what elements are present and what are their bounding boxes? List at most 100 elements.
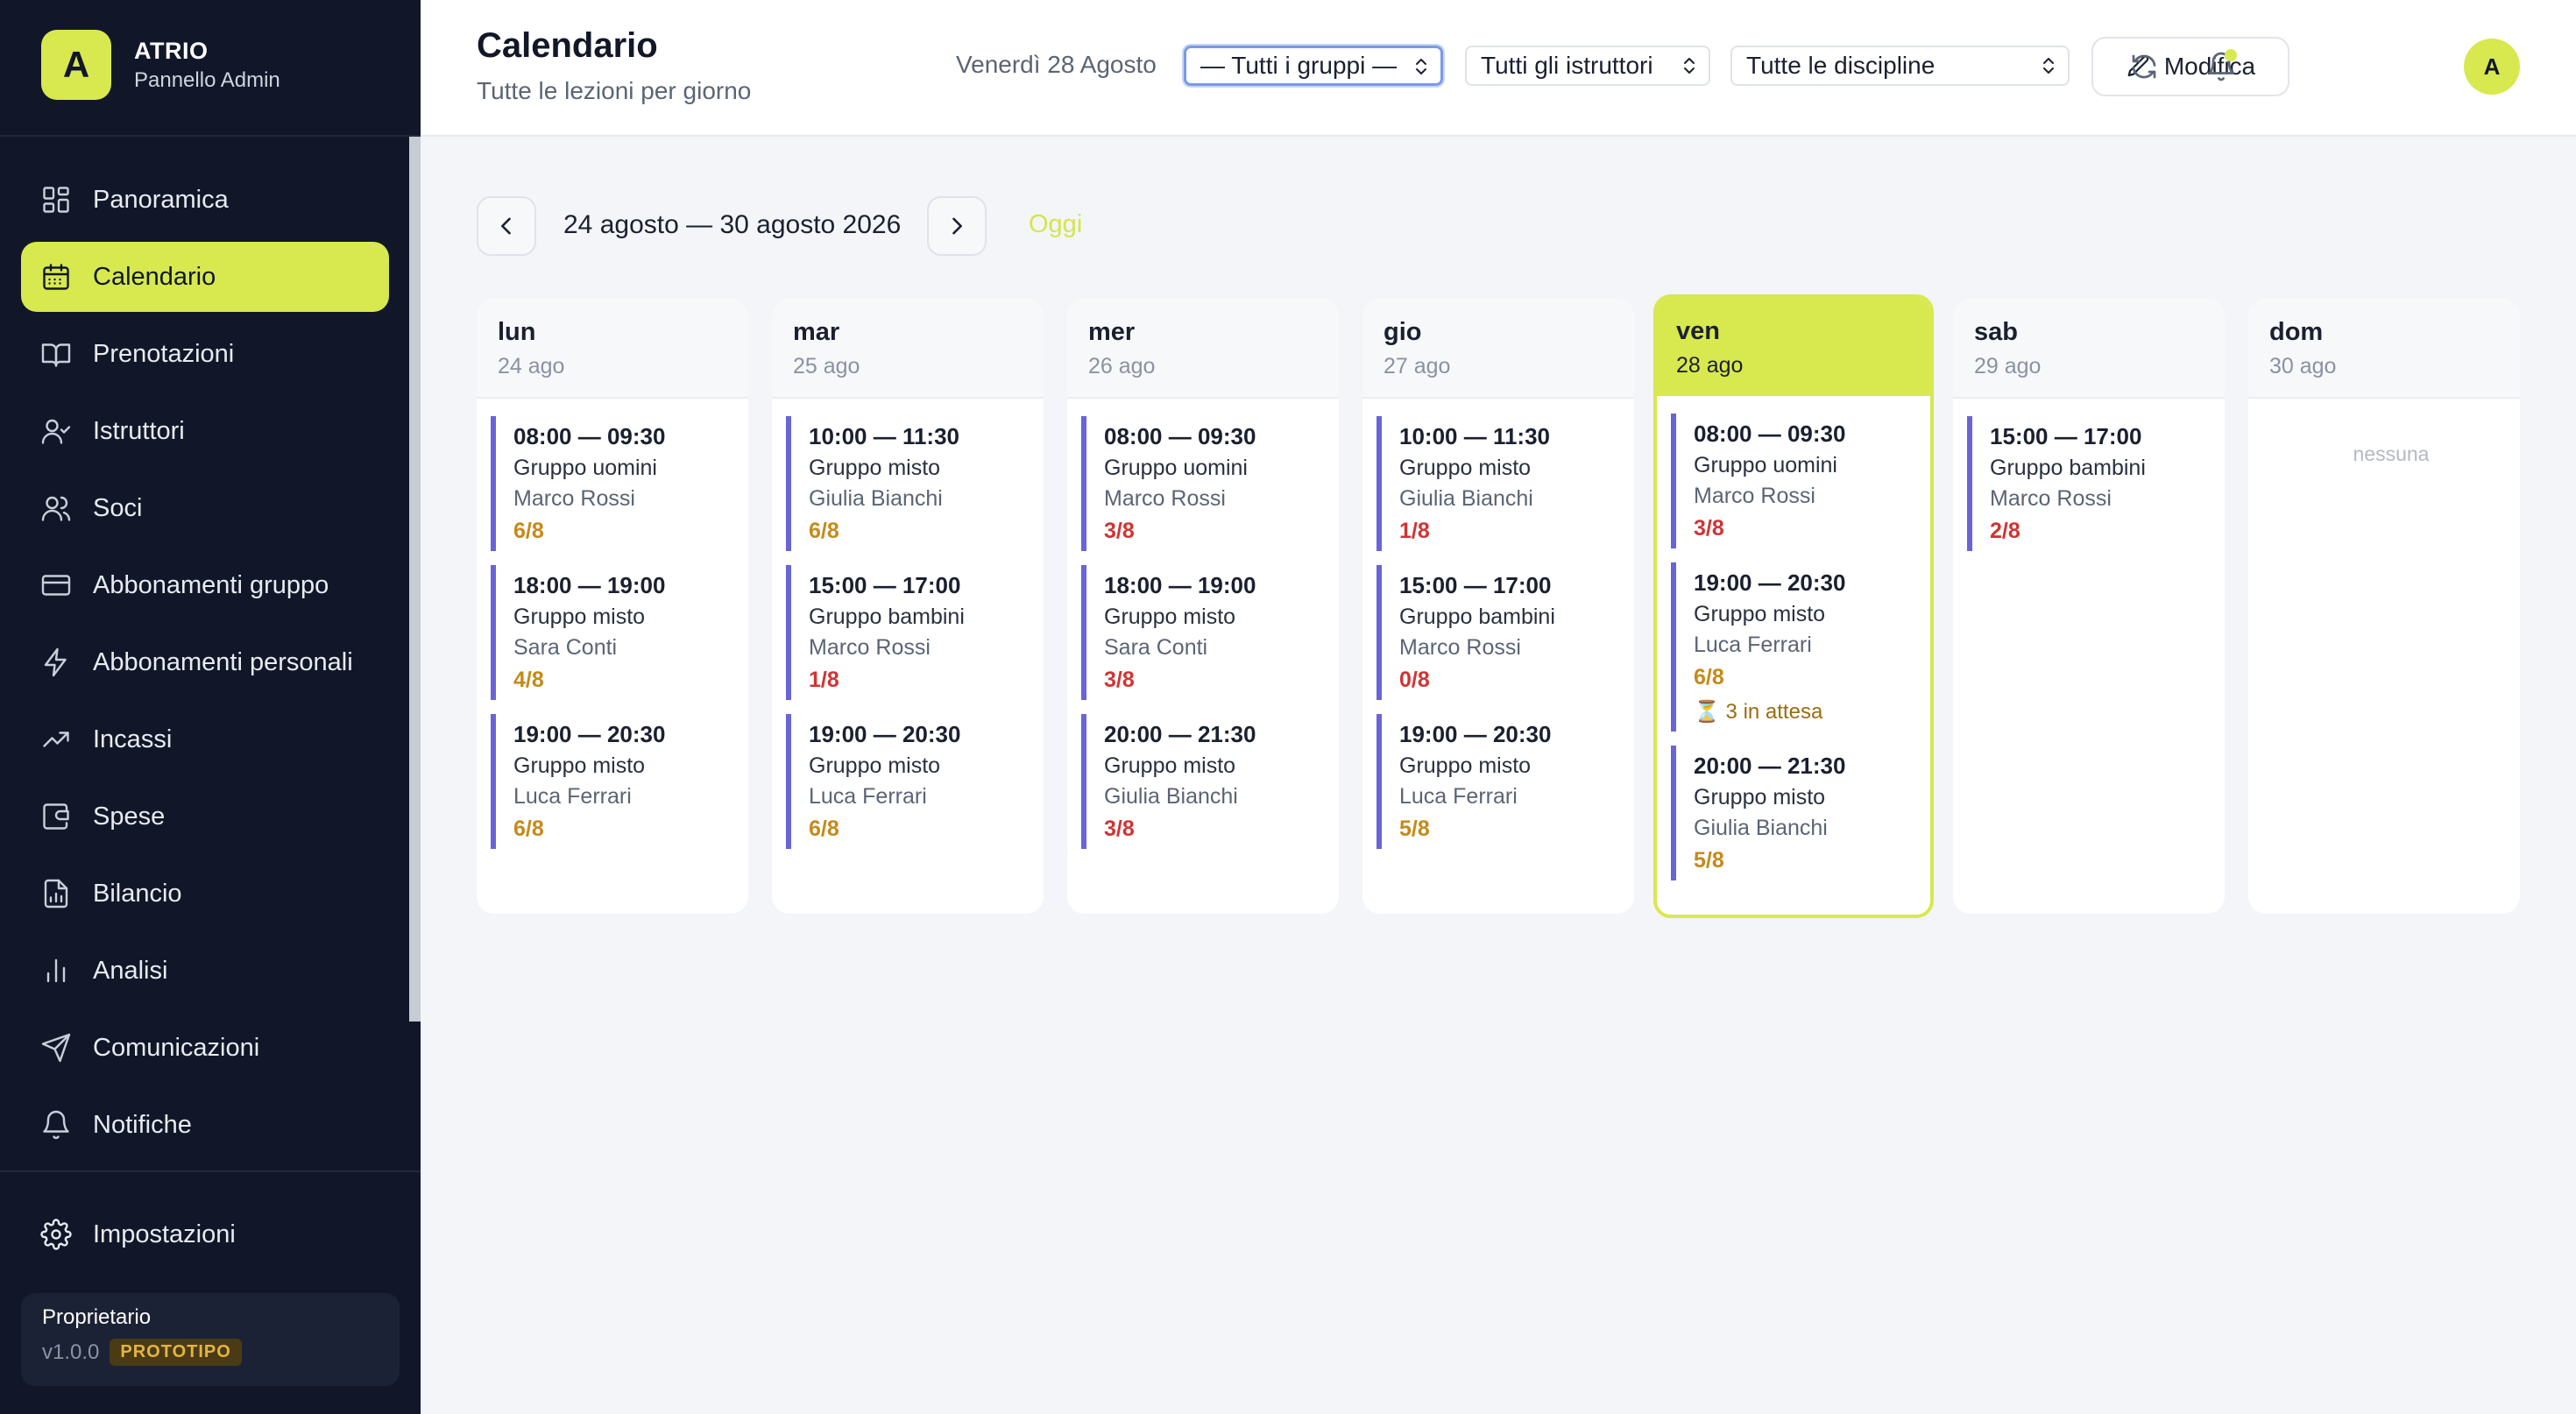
sidebar-item-label: Spese [93, 802, 166, 831]
sidebar-item-comunicazioni[interactable]: Comunicazioni [21, 1013, 389, 1083]
sidebar-item-label: Abbonamenti gruppo [93, 570, 329, 599]
day-column-dom: dom 30 ago nessuna [2248, 299, 2520, 914]
day-column-ven: ven 28 ago 08:00 — 09:30 Gruppo uomini Marco… [1653, 294, 1934, 918]
sidebar-item-label: Prenotazioni [93, 339, 235, 368]
send-icon [41, 1033, 71, 1063]
lesson-capacity: 5/8 [1694, 848, 1724, 873]
day-column-mar: mar 25 ago 10:00 — 11:30 Gruppo misto Giulia… [772, 299, 1044, 914]
prev-week-button[interactable] [477, 196, 536, 256]
current-date: Venerdì 28 Agosto [956, 51, 1157, 78]
sidebar-item-label: Panoramica [93, 185, 229, 214]
lesson-capacity: 3/8 [1104, 519, 1135, 543]
bar-chart-icon [46, 958, 66, 983]
edit-button[interactable]: Modifica [2091, 37, 2289, 96]
bell-icon [43, 1110, 69, 1140]
sidebar-item-label: Calendario [93, 262, 216, 291]
avatar[interactable]: A [2464, 39, 2520, 95]
lesson-instructor: Marco Rossi [1104, 486, 1226, 511]
trending-up-icon [43, 732, 69, 747]
day-date: 25 ago [793, 354, 860, 378]
discipline-filter-select[interactable]: Tutte le discipline [1730, 46, 2070, 86]
select-chevron-icon [1416, 59, 1426, 74]
lesson-list: 10:00 — 11:30 Gruppo misto Giulia Bianchi 6… [772, 399, 1044, 849]
lesson-group: Gruppo uomini [513, 456, 657, 480]
lesson-card[interactable]: 15:00 — 17:00 Gruppo bambini Marco Rossi 1/… [786, 565, 1031, 700]
lesson-card[interactable]: 18:00 — 19:00 Gruppo misto Sara Conti 4/8 [491, 565, 736, 700]
notifications-button[interactable] [2202, 47, 2240, 86]
lesson-group: Gruppo misto [1694, 602, 1826, 626]
sidebar-item-impostazioni[interactable]: Impostazioni [21, 1199, 389, 1269]
sidebar-item-label: Bilancio [93, 879, 182, 908]
lesson-card[interactable]: 20:00 — 21:30 Gruppo misto Giulia Bianchi 3… [1081, 714, 1327, 849]
lesson-time: 08:00 — 09:30 [1694, 421, 1846, 447]
sidebar-item-spese[interactable]: Spese [21, 781, 389, 852]
lesson-card[interactable]: 08:00 — 09:30 Gruppo uomini Marco Rossi 3/8 [1081, 416, 1327, 551]
lesson-group: Gruppo bambini [1399, 604, 1555, 629]
lesson-instructor: Giulia Bianchi [1694, 816, 1828, 840]
sidebar-scrollbar[interactable] [409, 137, 421, 1022]
sidebar-item-analisi[interactable]: Analisi [21, 936, 389, 1006]
sidebar-divider [0, 1170, 421, 1172]
lesson-card[interactable]: 10:00 — 11:30 Gruppo misto Giulia Bianchi 6… [786, 416, 1031, 551]
app-version: v1.0.0 [42, 1340, 100, 1364]
day-header: gio 27 ago [1362, 299, 1634, 399]
brand[interactable]: A ATRIO Pannello Admin [41, 30, 280, 100]
lesson-list: 08:00 — 09:30 Gruppo uomini Marco Rossi 3/8… [1067, 399, 1339, 849]
next-week-button[interactable] [927, 196, 987, 256]
lesson-group: Gruppo uomini [1104, 456, 1248, 480]
lesson-instructor: Marco Rossi [1399, 635, 1521, 660]
lesson-card[interactable]: 15:00 — 17:00 Gruppo bambini Marco Rossi 0/… [1376, 565, 1622, 700]
select-chevron-icon [1684, 58, 1695, 74]
lesson-time: 19:00 — 20:30 [1694, 569, 1846, 596]
sidebar-item-bilancio[interactable]: Bilancio [21, 859, 389, 929]
lesson-card[interactable]: 15:00 — 17:00 Gruppo bambini Marco Rossi 2/… [1967, 416, 2212, 551]
sidebar-item-label: Notifiche [93, 1110, 192, 1139]
lesson-card[interactable]: 10:00 — 11:30 Gruppo misto Giulia Bianchi 1… [1376, 416, 1622, 551]
lesson-capacity: 6/8 [513, 817, 544, 841]
lesson-time: 10:00 — 11:30 [1399, 423, 1551, 449]
brand-logo: A [41, 30, 111, 100]
instructor-filter-select[interactable]: Tutti gli istruttori [1465, 46, 1710, 86]
lesson-capacity: 3/8 [1104, 668, 1135, 692]
lesson-card[interactable]: 19:00 — 20:30 Gruppo misto Luca Ferrari 6/8 [786, 714, 1031, 849]
sidebar-item-istruttori[interactable]: Istruttori [21, 396, 389, 466]
lesson-group: Gruppo misto [809, 753, 941, 778]
today-link[interactable]: Oggi [1029, 210, 1083, 238]
sidebar-item-label: Comunicazioni [93, 1033, 260, 1062]
lesson-group: Gruppo misto [1694, 785, 1826, 810]
sidebar-item-notifiche[interactable]: Notifiche [21, 1090, 389, 1160]
sidebar-item-prenotazioni[interactable]: Prenotazioni [21, 319, 389, 389]
lesson-instructor: Sara Conti [1104, 635, 1208, 660]
sidebar-item-panoramica[interactable]: Panoramica [21, 165, 389, 235]
sidebar-item-abbonamenti-personali[interactable]: Abbonamenti personali [21, 627, 389, 697]
waitlist-badge: ⏳ 3 in attesa [1694, 700, 1823, 724]
brand-name: ATRIO [134, 37, 209, 64]
book-icon [41, 343, 71, 367]
lesson-card[interactable]: 20:00 — 21:30 Gruppo misto Giulia Bianchi 5… [1671, 746, 1916, 880]
lesson-card[interactable]: 19:00 — 20:30 Gruppo misto Luca Ferrari 5/8 [1376, 714, 1622, 849]
lesson-capacity: 6/8 [1694, 665, 1724, 689]
day-name: dom [2269, 318, 2324, 346]
lesson-card[interactable]: 08:00 — 09:30 Gruppo uomini Marco Rossi 6/8 [491, 416, 736, 551]
day-date: 27 ago [1384, 354, 1451, 378]
sidebar-item-label: Impostazioni [93, 1220, 236, 1248]
lesson-group: Gruppo misto [513, 753, 646, 778]
group-filter-select[interactable]: — Tutti i gruppi — [1184, 46, 1443, 86]
day-name: mar [793, 318, 840, 346]
sidebar-item-incassi[interactable]: Incassi [21, 704, 389, 774]
sidebar-item-soci[interactable]: Soci [21, 473, 389, 543]
lesson-card[interactable]: 19:00 — 20:30 Gruppo misto Luca Ferrari 6/8 [491, 714, 736, 849]
bolt-icon [44, 647, 67, 677]
lesson-capacity: 5/8 [1399, 817, 1430, 841]
lesson-time: 19:00 — 20:30 [1399, 721, 1552, 747]
lesson-instructor: Giulia Bianchi [1399, 486, 1533, 511]
user-check-icon [41, 419, 71, 444]
lesson-card[interactable]: 08:00 — 09:30 Gruppo uomini Marco Rossi 3/8 [1671, 414, 1916, 548]
refresh-button[interactable] [2125, 47, 2163, 86]
lesson-card[interactable]: 18:00 — 19:00 Gruppo misto Sara Conti 3/8 [1081, 565, 1327, 700]
sidebar-item-calendario[interactable]: Calendario [21, 242, 389, 312]
lesson-time: 20:00 — 21:30 [1694, 753, 1846, 779]
sidebar-item-abbonamenti-gruppo[interactable]: Abbonamenti gruppo [21, 550, 389, 620]
lesson-list: nessuna [2248, 399, 2520, 466]
lesson-card[interactable]: 19:00 — 20:30 Gruppo misto Luca Ferrari 6/8… [1671, 562, 1916, 732]
